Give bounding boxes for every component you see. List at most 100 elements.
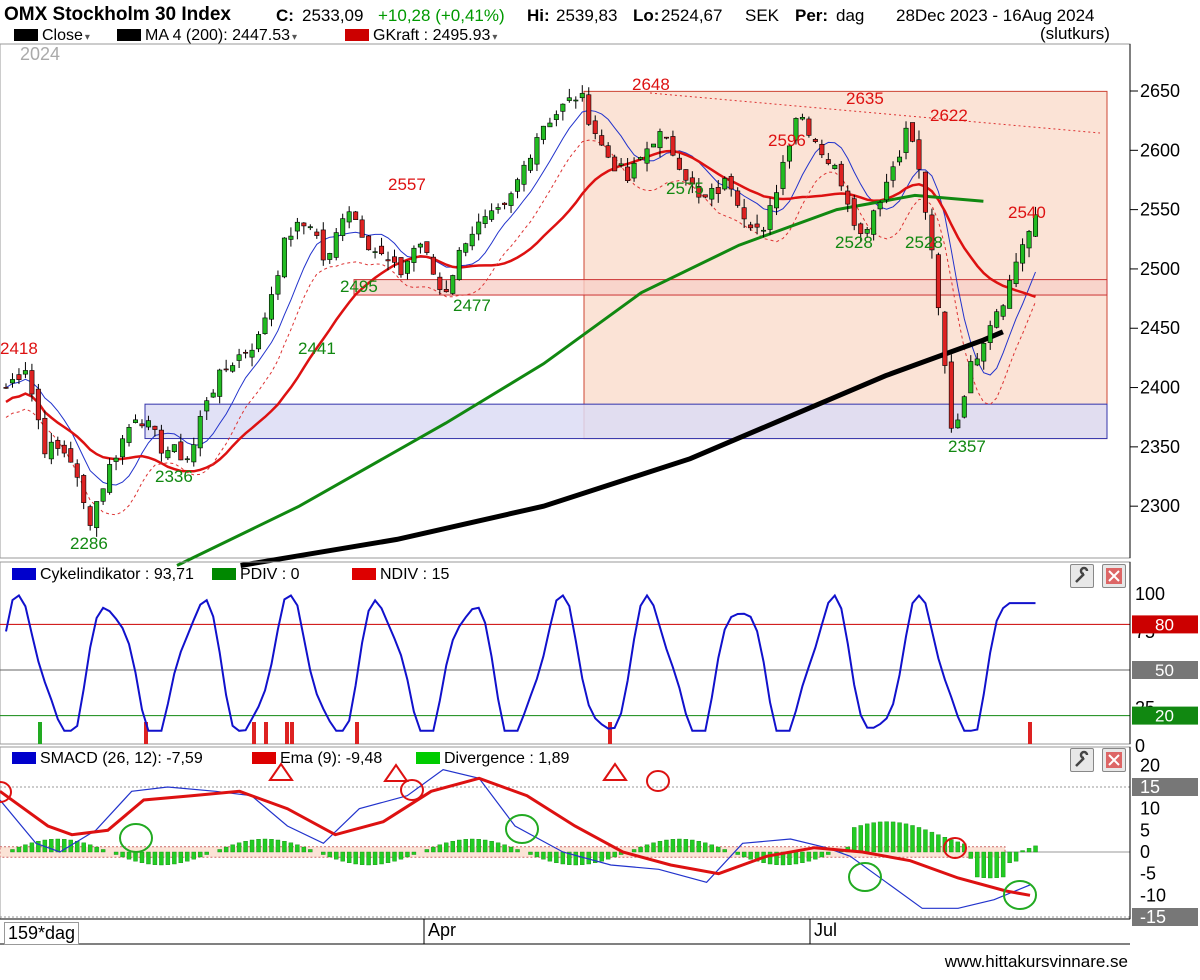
candle-body [152,425,158,430]
legend-ema[interactable]: Ema (9): -9,48 [252,750,382,768]
candle-body [540,125,546,140]
price-panel: 2418 2286 2336 2441 2557 2495 2477 2648 2575 2596… [0,43,1180,568]
zone-support [144,403,1108,440]
candle-body [359,219,365,238]
candle-body [301,222,307,227]
price-tick-label: 2450 [1140,318,1180,338]
site-url[interactable]: www.hittakursvinnare.se [944,952,1128,971]
divergence-bar [515,849,520,853]
legend-ma[interactable]: MA 4 (200): 2447.53 ▾ [117,27,297,45]
divergence-bar [819,851,825,858]
legend-swatch [416,752,440,764]
divergence-bar [1020,850,1025,853]
candle-body [948,361,954,429]
close-icon[interactable] [1102,748,1126,772]
candle-body [780,161,786,189]
divergence-bar [16,846,22,853]
divergence-bar [353,851,358,865]
divergence-bar [476,839,481,853]
divergence-bar [424,849,430,853]
divergence-bar [638,846,643,853]
divergence-bar [165,851,171,865]
candle-body [573,99,579,102]
legend-cykel[interactable]: Cykelindikator : 93,71 [12,566,194,584]
candle-body [404,260,410,274]
div-bar [290,722,294,744]
legend-pdiv[interactable]: PDIV : 0 [212,566,300,584]
candle-body [864,229,870,234]
candle-body [379,245,385,255]
candle-body [197,416,203,449]
candle-body [618,163,624,166]
candle-body [521,164,527,185]
divergence-bar [217,849,222,853]
cycle-level-label: 50 [1155,661,1174,680]
divergence-bar [346,851,352,864]
candle-body [508,193,514,206]
divergence-bar [49,839,54,853]
candle-body [340,218,346,236]
legend-ndiv[interactable]: NDIV : 15 [352,566,449,584]
divergence-bar [644,844,650,853]
candle-body [586,94,592,125]
legend-label: Cykelindikator : 93,71 [40,566,194,583]
candle-body [120,438,126,458]
change-value: +10,28 (+0,41%) [378,6,505,25]
divergence-bar [269,839,274,853]
price-axis: 2300 2350 2400 2450 2500 2550 2600 2650 [1129,44,1180,558]
price-tick-label: 2300 [1140,496,1180,516]
price-annotation-label: 2635 [846,89,884,108]
ma-medium-line [5,149,1036,473]
divergence-bar [398,851,404,860]
divergence-bar [852,827,857,853]
candle-body [139,423,145,427]
candle-body [482,216,488,224]
candle-body [683,169,689,181]
wrench-icon[interactable] [1070,748,1094,772]
divergence-bar [793,851,799,865]
candle-body [702,194,708,198]
legend-label: Divergence : 1,89 [444,750,570,767]
candle-body [806,118,812,136]
candle-body [288,235,294,240]
wrench-icon[interactable] [1070,564,1094,588]
candle-body [845,190,851,205]
candle-body [249,349,255,358]
legend-smacd[interactable]: SMACD (26, 12): -7,59 [12,750,203,768]
divergence-bar [864,823,870,853]
macd-level-badge [1132,778,1198,796]
candle-body [495,207,501,210]
candle-body [398,257,404,276]
legend-gkraft[interactable]: GKraft : 2495.93 ▾ [345,27,497,45]
close-icon[interactable] [1102,564,1126,588]
candle-body [81,475,87,503]
divergence-bar [275,839,281,853]
per-value: dag [836,6,865,25]
legend-close[interactable]: Close ▾ [14,27,90,45]
price-annotation-label: 2528 [905,233,943,252]
buy-signal-circle [505,814,539,844]
candle-body [22,370,28,375]
divergence-bar [437,844,443,853]
candle-body [638,157,644,160]
candle-body [553,114,559,120]
divergence-bar [599,851,604,862]
cycle-div-bars [38,722,1032,744]
time-axis: Apr Jul [0,918,1130,945]
candle-body [366,235,372,251]
legend-divergence[interactable]: Divergence : 1,89 [416,750,569,768]
legend-label: GKraft : 2495.93 [373,27,491,44]
candle-body [728,176,734,190]
legend-swatch [212,568,236,580]
candle-body [281,237,287,278]
candle-body [884,181,890,201]
candle-body [793,118,799,141]
candle-body [35,388,41,421]
candle-body [566,97,572,101]
candle-body [256,334,262,350]
candle-body [1000,305,1006,317]
candle-body [858,223,864,234]
candle-body [981,343,987,362]
divergence-bar [236,842,242,853]
